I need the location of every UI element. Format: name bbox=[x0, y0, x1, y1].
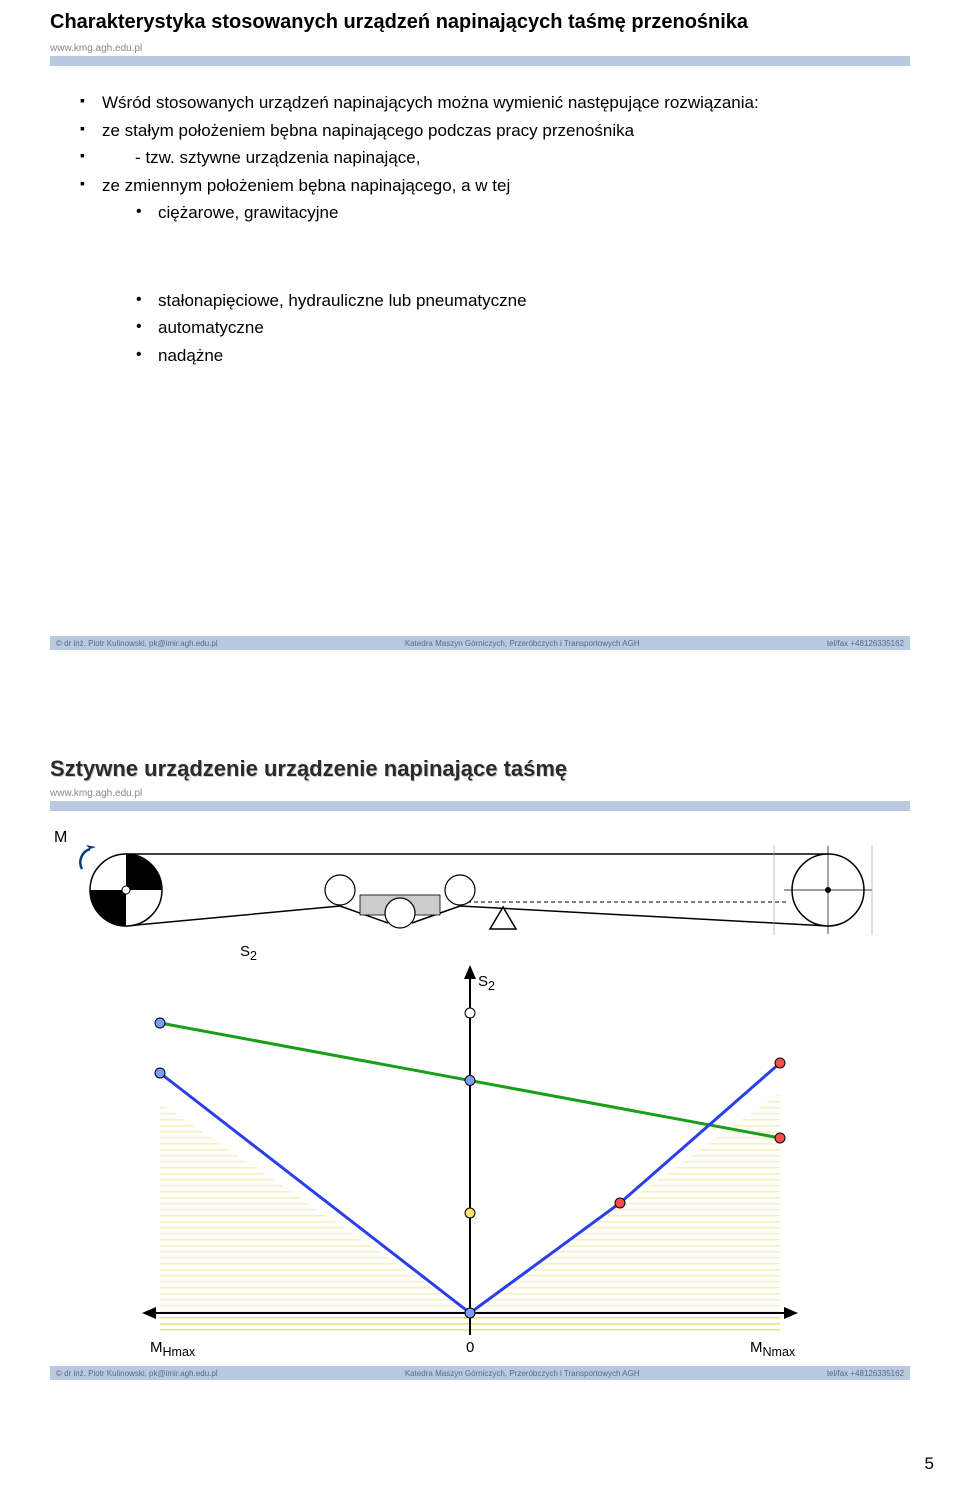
slide2-footer: © dr inż. Piotr Kulinowski, pk@imir.agh.… bbox=[50, 1366, 910, 1380]
slide1-footer: © dr inż. Piotr Kulinowski, pk@imir.agh.… bbox=[50, 636, 910, 650]
footer-center-2: Katedra Maszyn Górniczych, Przeróbczych … bbox=[218, 1369, 827, 1378]
sub-following: nadążne bbox=[136, 343, 910, 369]
slide-1: Charakterystyka stosowanych urządzeń nap… bbox=[0, 10, 960, 680]
slide2-url: www.kmg.agh.edu.pl bbox=[50, 788, 910, 799]
bullet-intro: Wśród stosowanych urządzeń napinających … bbox=[80, 90, 910, 116]
page-number: 5 bbox=[925, 1454, 934, 1474]
slide1-content: Wśród stosowanych urządzeń napinających … bbox=[50, 90, 910, 368]
bullet-fixed: ze stałym położeniem bębna napinającego … bbox=[80, 118, 910, 144]
conveyor-schematic: M S2 S2 bbox=[60, 835, 880, 945]
footer-left: © dr inż. Piotr Kulinowski, pk@imir.agh.… bbox=[56, 639, 218, 648]
sub-hydraulic: stałonapięciowe, hydrauliczne lub pneuma… bbox=[136, 288, 910, 314]
chart-svg bbox=[60, 933, 880, 1353]
x-label-pos: MNmax bbox=[750, 1339, 795, 1359]
bullet-variable: ze zmiennym położeniem bębna napinająceg… bbox=[80, 173, 910, 199]
footer-left-2: © dr inż. Piotr Kulinowski, pk@imir.agh.… bbox=[56, 1369, 218, 1378]
slide1-hr bbox=[50, 56, 910, 66]
slide1-title: Charakterystyka stosowanych urządzeń nap… bbox=[50, 10, 910, 35]
slide-2: Sztywne urządzenie urządzenie napinające… bbox=[0, 740, 960, 1440]
slide1-url: www.kmg.agh.edu.pl bbox=[50, 43, 910, 54]
sub-automatic: automatyczne bbox=[136, 315, 910, 341]
tension-chart: MHmax 0 MNmax bbox=[60, 933, 880, 1353]
slide2-title: Sztywne urządzenie urządzenie napinające… bbox=[50, 756, 910, 782]
slide2-hr bbox=[50, 801, 910, 811]
sub-gravity: ciężarowe, grawitacyjne bbox=[136, 200, 910, 226]
footer-center: Katedra Maszyn Górniczych, Przeróbczych … bbox=[218, 639, 827, 648]
x-label-zero: 0 bbox=[466, 1339, 474, 1356]
footer-right: tel/fax +48126335162 bbox=[827, 639, 904, 648]
bullet-rigid: - tzw. sztywne urządzenia napinające, bbox=[80, 145, 910, 171]
x-label-neg: MHmax bbox=[150, 1339, 195, 1359]
footer-right-2: tel/fax +48126335162 bbox=[827, 1369, 904, 1378]
